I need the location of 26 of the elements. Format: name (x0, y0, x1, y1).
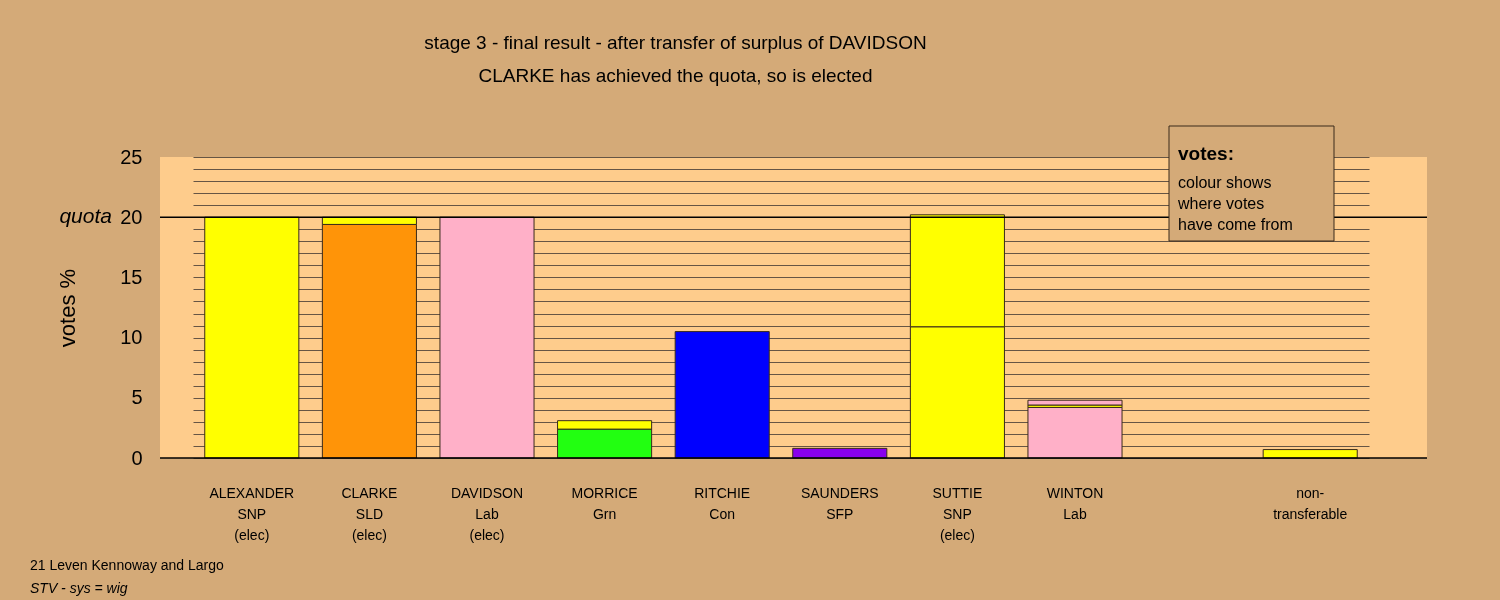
y-tick-label: 5 (131, 386, 143, 409)
x-tick-label: ALEXANDER SNP (elec) (209, 484, 295, 543)
y-tick-label: 0 (131, 446, 143, 469)
y-tick-label: 10 (120, 326, 143, 349)
x-tick-label: SAUNDERS SFP (800, 484, 879, 522)
y-axis-title: votes % (55, 268, 81, 348)
x-tick-label: CLARKE SLD (elec) (341, 484, 398, 543)
text: 21 Leven Kennoway and Largo (30, 557, 225, 573)
x-tick-label: MORRICE Grn (571, 484, 638, 522)
chart-subtitle: CLARKE has achieved the quota, so is elected (478, 64, 873, 86)
annotation: colour shows where votes have come from (1177, 174, 1293, 233)
text: STV - sys = wig (30, 580, 128, 596)
y-tick-label: 20 (120, 205, 143, 228)
y-tick-label: 15 (120, 265, 143, 288)
bar (204, 216, 300, 459)
x-tick-label: DAVIDSON Lab (elec) (450, 484, 524, 543)
y-tick-label: 25 (120, 145, 143, 168)
bar (1027, 399, 1123, 406)
x-tick-label: non- transferable (1273, 484, 1348, 522)
chart-title: stage 3 - final result - after transfer of surplus of DAVIDSON (424, 31, 927, 53)
ref-line-label: quota (59, 204, 112, 228)
bar (674, 331, 770, 459)
annotation: votes: (1178, 143, 1234, 164)
x-tick-label: WINTON Lab (1046, 484, 1104, 522)
x-tick-label: RITCHIE Con (694, 484, 751, 522)
x-tick-label: SUTTIE SNP (elec) (932, 484, 983, 543)
